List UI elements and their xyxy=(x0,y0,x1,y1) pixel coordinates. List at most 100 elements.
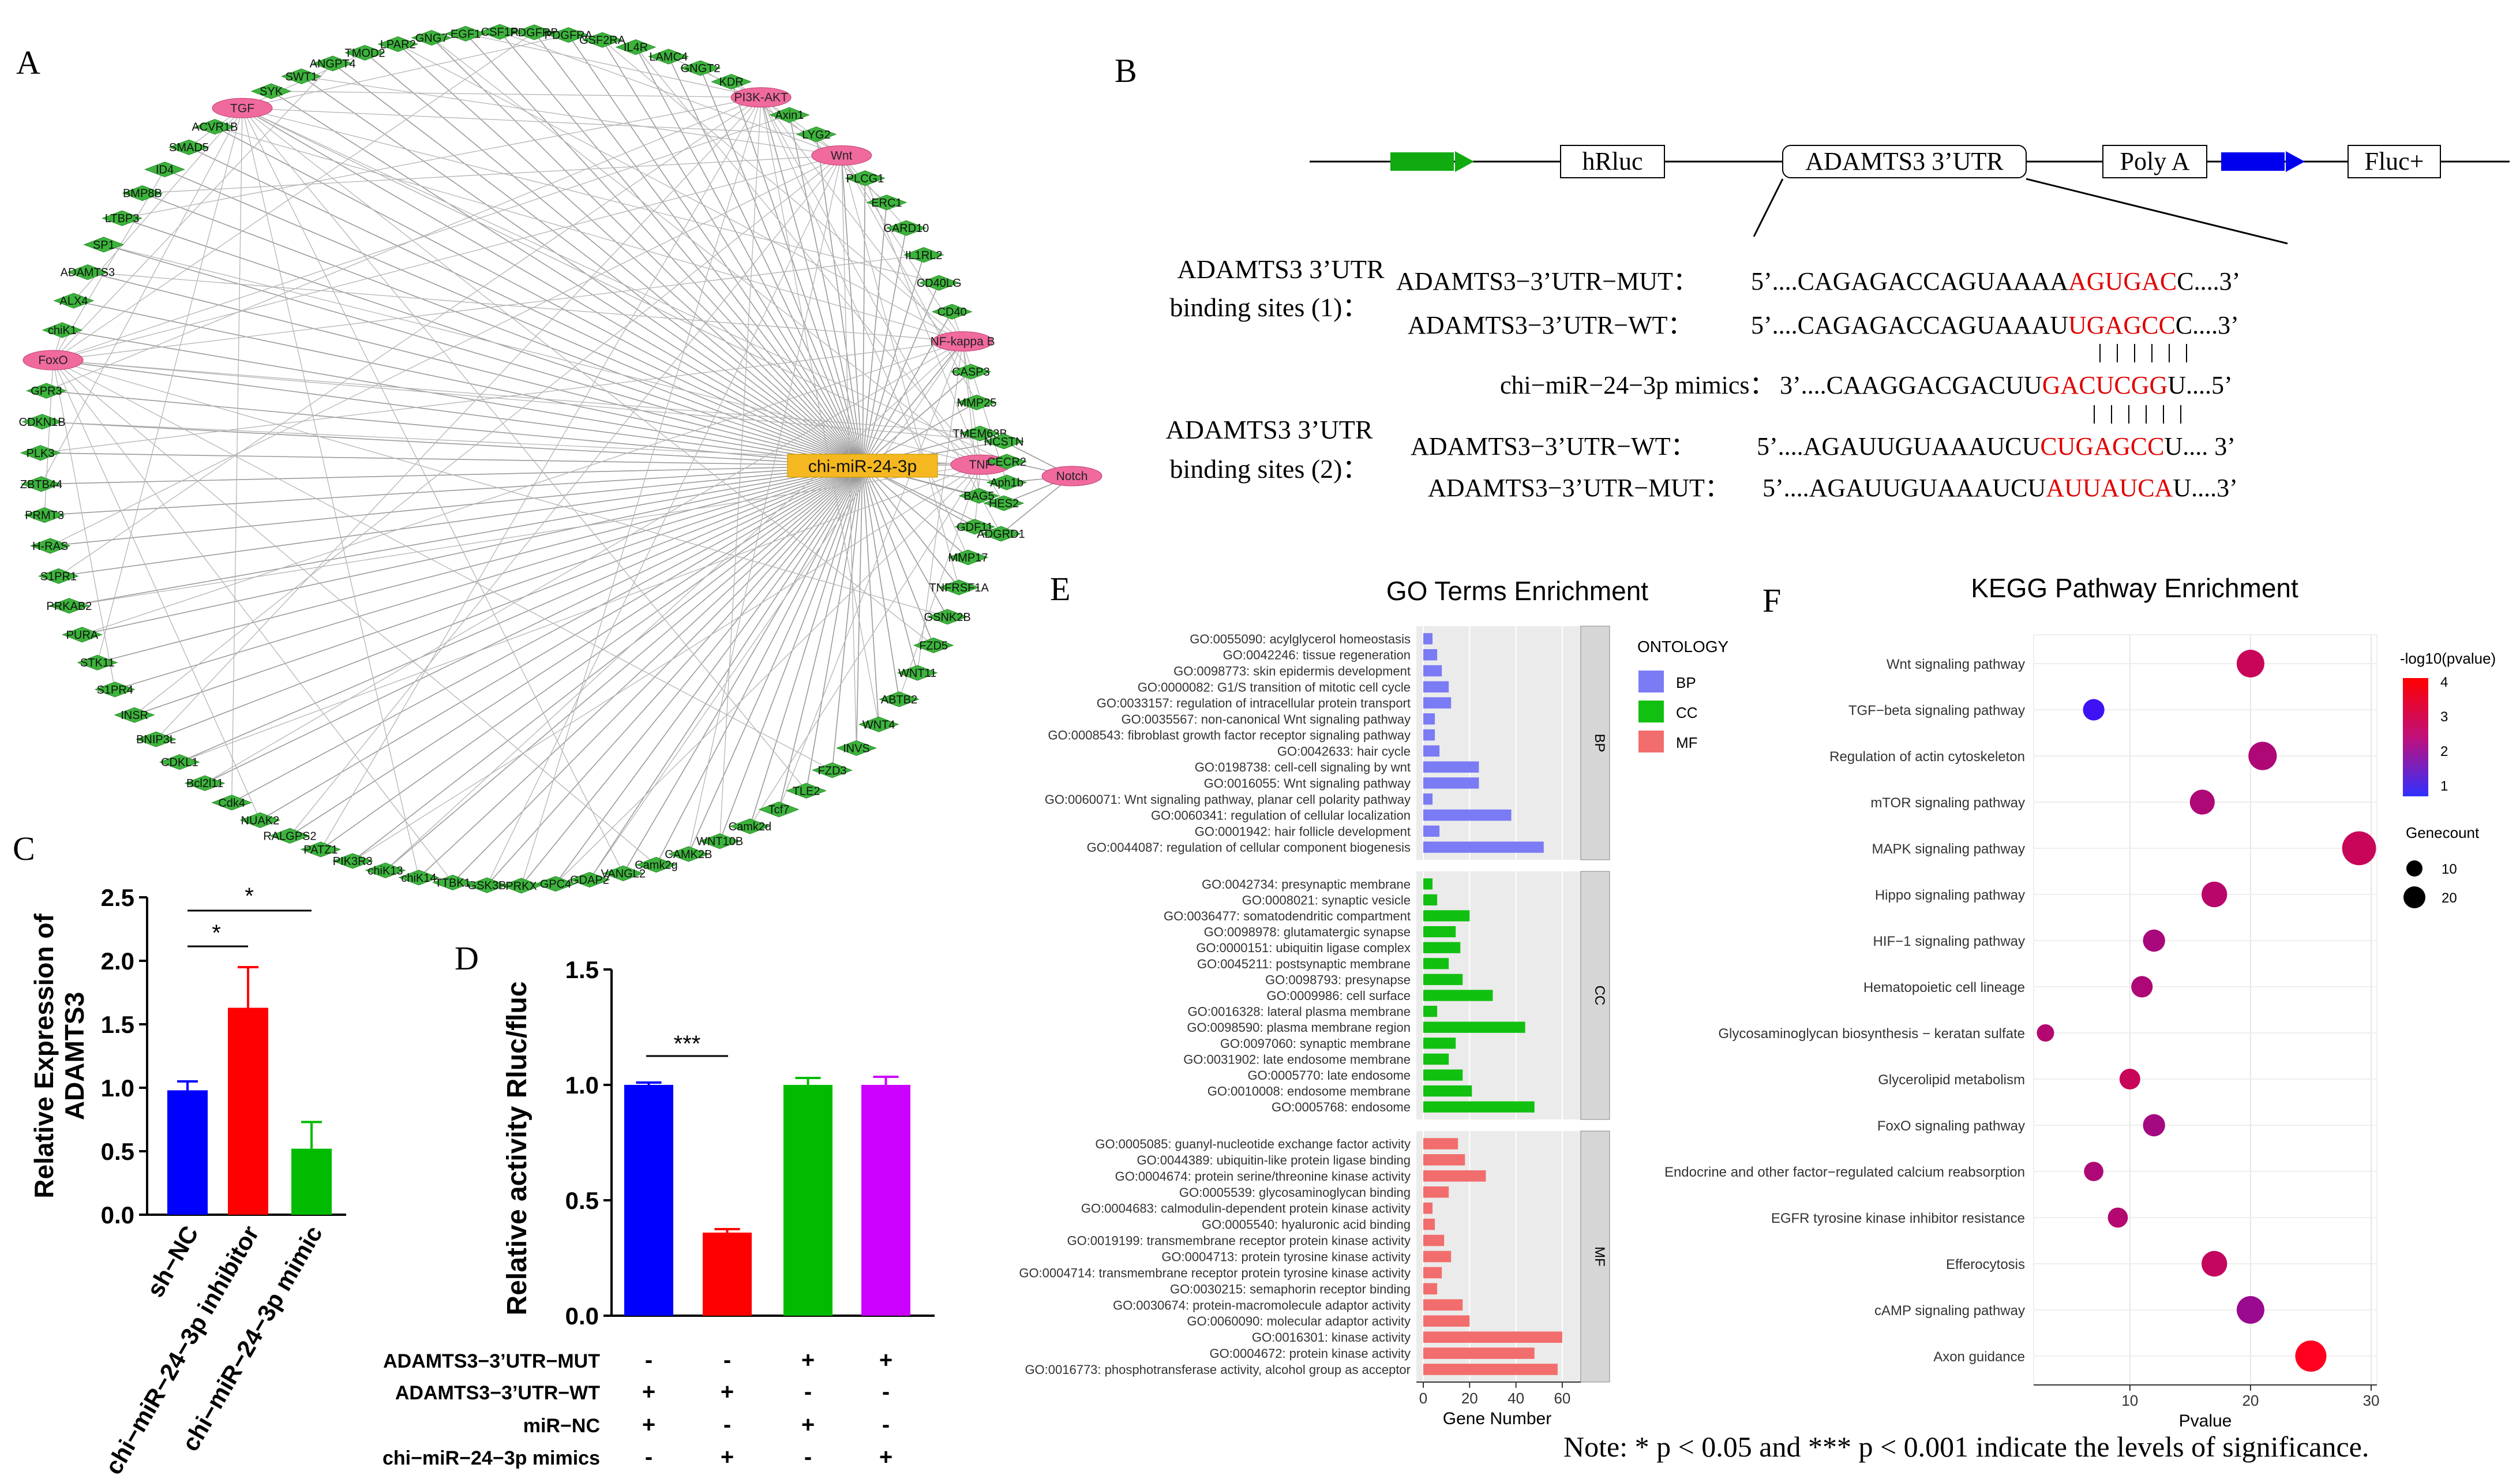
gene-node xyxy=(42,322,83,338)
network-edge xyxy=(452,465,863,883)
point xyxy=(2295,1341,2327,1372)
network-edge xyxy=(156,97,762,740)
network-edge xyxy=(42,421,863,466)
network-edge xyxy=(103,244,863,466)
gene-node-label: CECR2 xyxy=(987,456,1026,469)
sequence-suffix: C....3’ xyxy=(2176,311,2239,339)
y-tick-label: 1.0 xyxy=(565,1072,599,1099)
gene-node-label: FZD3 xyxy=(818,765,847,777)
pathway-label: Hippo signaling pathway xyxy=(1875,888,2025,903)
color-tick-label: 4 xyxy=(2440,675,2448,690)
network-edge xyxy=(97,108,243,663)
bar xyxy=(1423,894,1438,906)
gene-node xyxy=(25,383,67,399)
term-label: GO:0016301: kinase activity xyxy=(1252,1330,1411,1345)
pathway-node-label: Notch xyxy=(1056,470,1088,483)
gene-node xyxy=(858,716,899,732)
network-edge xyxy=(730,81,863,466)
term-label: GO:0098793: presynapse xyxy=(1265,972,1411,987)
point xyxy=(2248,742,2277,770)
gene-node xyxy=(986,454,1028,470)
gene-node xyxy=(758,802,800,818)
bar xyxy=(1423,1315,1470,1327)
network-edge xyxy=(917,341,963,673)
network-edge xyxy=(431,38,981,465)
panel-label-a: A xyxy=(16,44,40,81)
binding-site-2-subtitle: binding sites (2)： xyxy=(1170,454,1369,484)
gene-node-label: ADGRD1 xyxy=(977,528,1025,541)
pathway-node xyxy=(22,350,84,370)
construct-element-label: hRluc xyxy=(1582,147,1642,175)
network-edge xyxy=(40,452,863,466)
gene-node-label: IL4R xyxy=(624,42,648,54)
construct-element-box xyxy=(1560,145,1665,178)
condition-sign: + xyxy=(721,1444,734,1470)
network-edge xyxy=(242,107,939,283)
term-label: GO:0030215: semaphorin receptor binding xyxy=(1170,1282,1411,1296)
gene-node-label: PRKX xyxy=(505,880,537,893)
network-edge xyxy=(568,35,863,466)
term-label: GO:0004674: protein serine/threonine kin… xyxy=(1115,1169,1411,1184)
panel-label-d: D xyxy=(455,939,479,977)
network-edge xyxy=(862,465,918,673)
binding-site-1-title: ADAMTS3 3’UTR xyxy=(1177,254,1384,284)
gene-node xyxy=(913,637,954,653)
gene-node-label: ADAMTS3 xyxy=(61,267,115,279)
gene-node xyxy=(184,775,226,791)
pathway-node-label: NF-kappa B xyxy=(931,335,995,349)
network-edge xyxy=(534,32,863,466)
gene-node-label: Bcl2l11 xyxy=(186,777,223,790)
sequence-text: 5’....AGAUUGUAAAUCUAUUAUCAU....3’ xyxy=(1762,474,2238,502)
gene-node-label: Camk2d xyxy=(729,821,771,833)
network-edge xyxy=(44,465,863,516)
sequence-text: 5’....AGAUUGUAAAUCUCUGAGCCU.... 3’ xyxy=(1757,432,2236,460)
reporter-construct: hRluc ADAMTS3 3’UTR Poly A Fluc+ ADAMTS3 3’U… xyxy=(1165,145,2510,502)
gene-node-label: LTBP3 xyxy=(105,212,140,225)
condition-sign: - xyxy=(723,1412,731,1437)
pathway-node xyxy=(212,98,273,118)
gene-node-label: TMOD2 xyxy=(345,47,385,59)
y-axis-title: Relative Expression of xyxy=(29,913,59,1199)
network-edge xyxy=(465,33,863,466)
network-edge xyxy=(62,330,863,466)
network-edge xyxy=(862,465,900,699)
gene-node xyxy=(114,707,155,723)
network-edge xyxy=(46,97,762,391)
network-edge xyxy=(841,155,959,588)
network-edge xyxy=(73,107,243,301)
network-edge xyxy=(589,465,863,880)
gene-node-label: PDGFRA xyxy=(545,29,593,42)
facet-strip-label: MF xyxy=(1592,1246,1607,1267)
binding-site-1-subtitle: binding sites (1)： xyxy=(1170,293,1369,322)
bar xyxy=(1423,958,1449,969)
gene-node xyxy=(931,304,973,320)
network-edge xyxy=(87,272,963,342)
bar xyxy=(1423,1069,1463,1081)
term-label: GO:0055090: acylglycerol homeostasis xyxy=(1190,632,1411,646)
gene-node xyxy=(136,731,177,747)
sequence-name: chi−miR−24−3p mimics： xyxy=(1500,371,1775,399)
pathway-label: Wnt signaling pathway xyxy=(1887,657,2025,672)
gene-node-label: HES2 xyxy=(989,497,1019,510)
gene-node xyxy=(61,627,103,643)
gene-node-label: ABTB2 xyxy=(881,694,917,706)
network-edge xyxy=(862,465,969,558)
network-edge xyxy=(52,360,1004,442)
gene-node-label: GDF11 xyxy=(957,521,993,534)
gene-node-label: SWT1 xyxy=(286,70,318,83)
gene-node-label: H-RAS xyxy=(32,540,68,553)
gene-node xyxy=(24,507,65,523)
gene-node-label: chiK13 xyxy=(367,864,403,877)
network-edge xyxy=(231,108,243,803)
network-edge xyxy=(242,107,624,874)
pathway-label: HIF−1 signaling pathway xyxy=(1873,934,2025,949)
construct-element-box xyxy=(2348,145,2441,178)
network-edge xyxy=(719,97,762,841)
network-edge xyxy=(555,464,981,885)
pathway-label: MAPK signaling pathway xyxy=(1872,841,2025,857)
network-edge xyxy=(52,114,790,361)
network-edge xyxy=(635,47,981,465)
network-edge xyxy=(688,155,842,855)
bar xyxy=(1423,841,1544,853)
gene-node-label: INVS xyxy=(843,742,870,755)
